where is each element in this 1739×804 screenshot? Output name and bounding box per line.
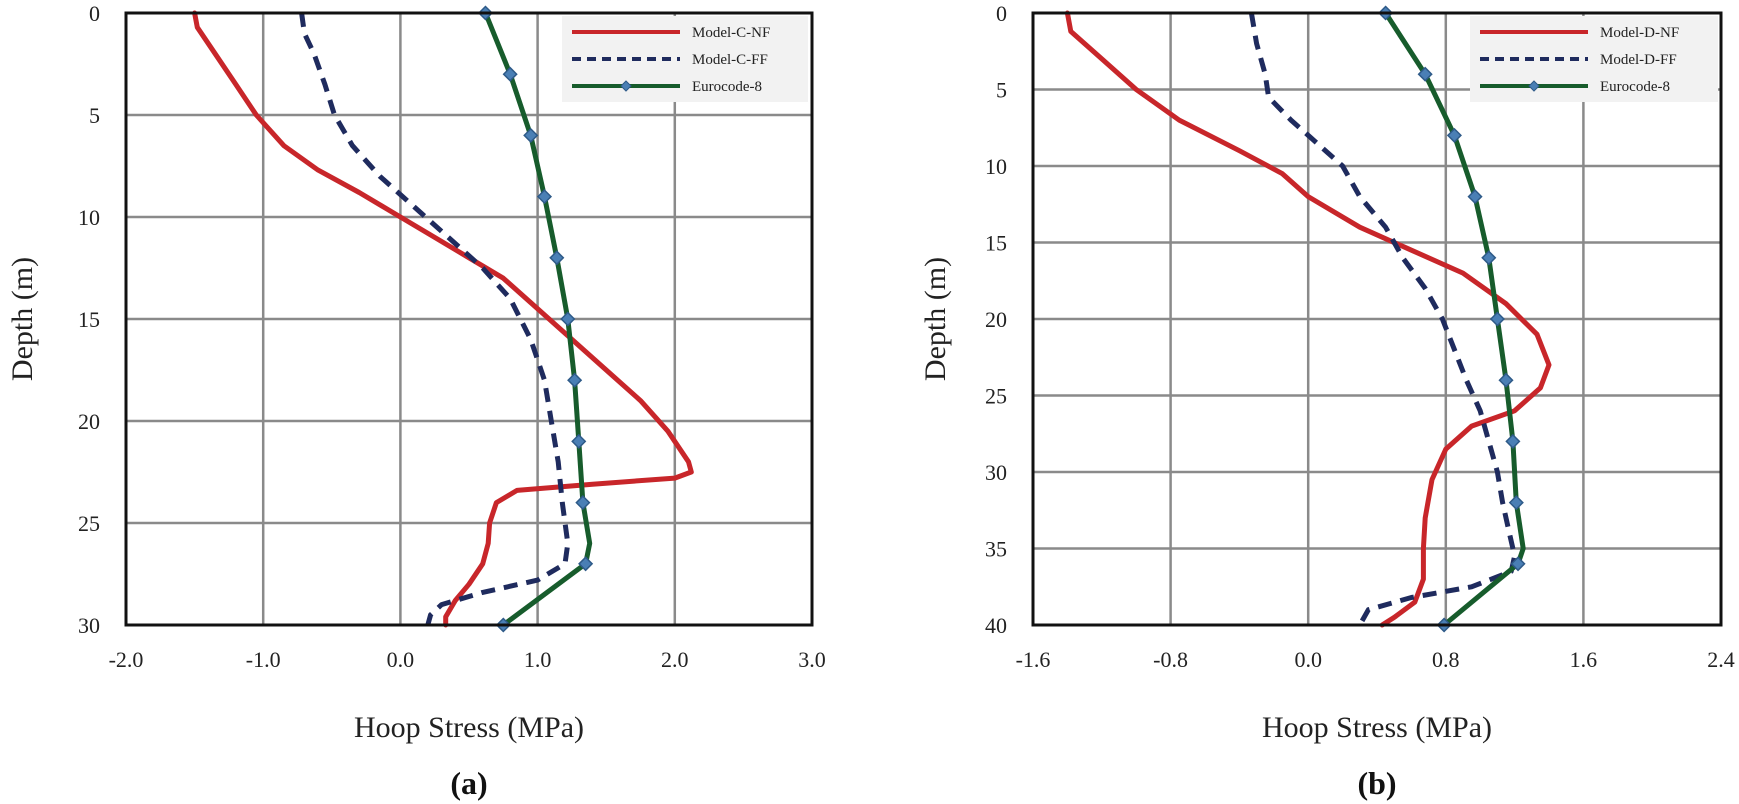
data-point-marker [549,250,565,266]
y-tick-labels-b: 0 5 10 15 20 25 30 35 40 [985,1,1007,638]
y-tick-label: 20 [78,409,100,434]
y-axis-title-a: Depth (m) [6,257,39,381]
data-point-marker [571,433,587,449]
legend-label: Eurocode-8 [1600,79,1670,95]
legend-label: Model-C-FF [692,52,768,68]
data-point-marker [1508,495,1524,511]
x-tick-label: 3.0 [798,647,826,672]
y-tick-labels-a: 0 5 10 15 20 25 30 [78,1,100,638]
y-tick-label: 40 [985,613,1007,638]
chart-panel-a: -2.0 -1.0 0.0 1.0 2.0 3.0 0 5 10 15 20 25 30 Hoop S… [6,1,826,801]
x-axis-title-b: Hoop Stress (MPa) [1262,711,1492,744]
series-line-model-d-nf [1064,10,1552,628]
x-tick-label: 1.6 [1570,647,1598,672]
legend-marker [1528,80,1540,92]
x-tick-label: 2.4 [1707,647,1735,672]
data-point-marker [1498,372,1514,388]
series-layer-b [1064,5,1552,633]
y-tick-label: 20 [985,307,1007,332]
x-tick-label: -0.8 [1153,647,1188,672]
x-tick-label: 1.0 [524,647,552,672]
series-line-eurocode-8 [1383,10,1526,628]
plot-frame-a [124,11,814,627]
data-point-marker [523,127,539,143]
y-tick-label: 5 [996,78,1007,103]
data-point-marker [578,556,594,572]
series-layer-a [192,5,694,633]
x-tick-label: 2.0 [661,647,689,672]
data-point-marker [567,372,583,388]
panel-label-b: (b) [1357,765,1396,801]
data-point-marker [1417,66,1433,82]
legend-label: Model-D-NF [1600,25,1679,41]
data-point-marker [1446,127,1462,143]
x-tick-label: -2.0 [109,647,144,672]
series-line-model-c-nf [192,10,694,628]
y-tick-label: 25 [78,511,100,536]
y-tick-label: 30 [78,613,100,638]
grid-a [124,11,814,627]
series-line-model-c-ff [299,12,571,626]
x-tick-label: 0.0 [387,647,415,672]
data-point-marker [560,311,576,327]
legend-label: Model-C-NF [692,25,770,41]
y-tick-label: 10 [985,154,1007,179]
y-tick-label: 15 [985,231,1007,256]
legend-b: Model-D-NF Model-D-FF Eurocode-8 [1470,16,1718,102]
x-tick-label: -1.6 [1016,647,1051,672]
y-tick-label: 5 [89,103,100,128]
y-tick-label: 35 [985,537,1007,562]
data-point-marker [1510,556,1526,572]
legend-box [562,16,808,102]
data-point-marker [502,66,518,82]
y-tick-label: 30 [985,460,1007,485]
y-tick-label: 0 [996,1,1007,26]
panel-label-a: (a) [450,765,487,801]
y-tick-label: 25 [985,384,1007,409]
legend-box [1470,16,1718,102]
grid-b [1031,11,1723,627]
y-tick-label: 0 [89,1,100,26]
legend-marker [620,80,632,92]
y-tick-label: 15 [78,307,100,332]
x-tick-label: -1.0 [246,647,281,672]
plot-frame-b [1031,11,1723,627]
data-point-marker [1467,189,1483,205]
legend-label: Model-D-FF [1600,52,1677,68]
legend-a: Model-C-NF Model-C-FF Eurocode-8 [562,16,808,102]
x-tick-labels-b: -1.6 -0.8 0.0 0.8 1.6 2.4 [1016,647,1735,672]
x-axis-title-a: Hoop Stress (MPa) [354,711,584,744]
x-tick-labels-a: -2.0 -1.0 0.0 1.0 2.0 3.0 [109,647,826,672]
legend-label: Eurocode-8 [692,79,762,95]
data-point-marker [575,495,591,511]
y-axis-title-b: Depth (m) [919,257,952,381]
series-line-eurocode-8 [483,10,593,628]
y-tick-label: 10 [78,205,100,230]
data-point-marker [1481,250,1497,266]
x-tick-label: 0.8 [1432,647,1460,672]
chart-panel-b: -1.6 -0.8 0.0 0.8 1.6 2.4 0 5 10 15 20 25 30 35 40 Ho… [919,1,1735,801]
x-tick-label: 0.0 [1294,647,1322,672]
data-point-marker [1505,433,1521,449]
data-point-marker [536,189,553,205]
data-point-marker [1489,311,1505,327]
